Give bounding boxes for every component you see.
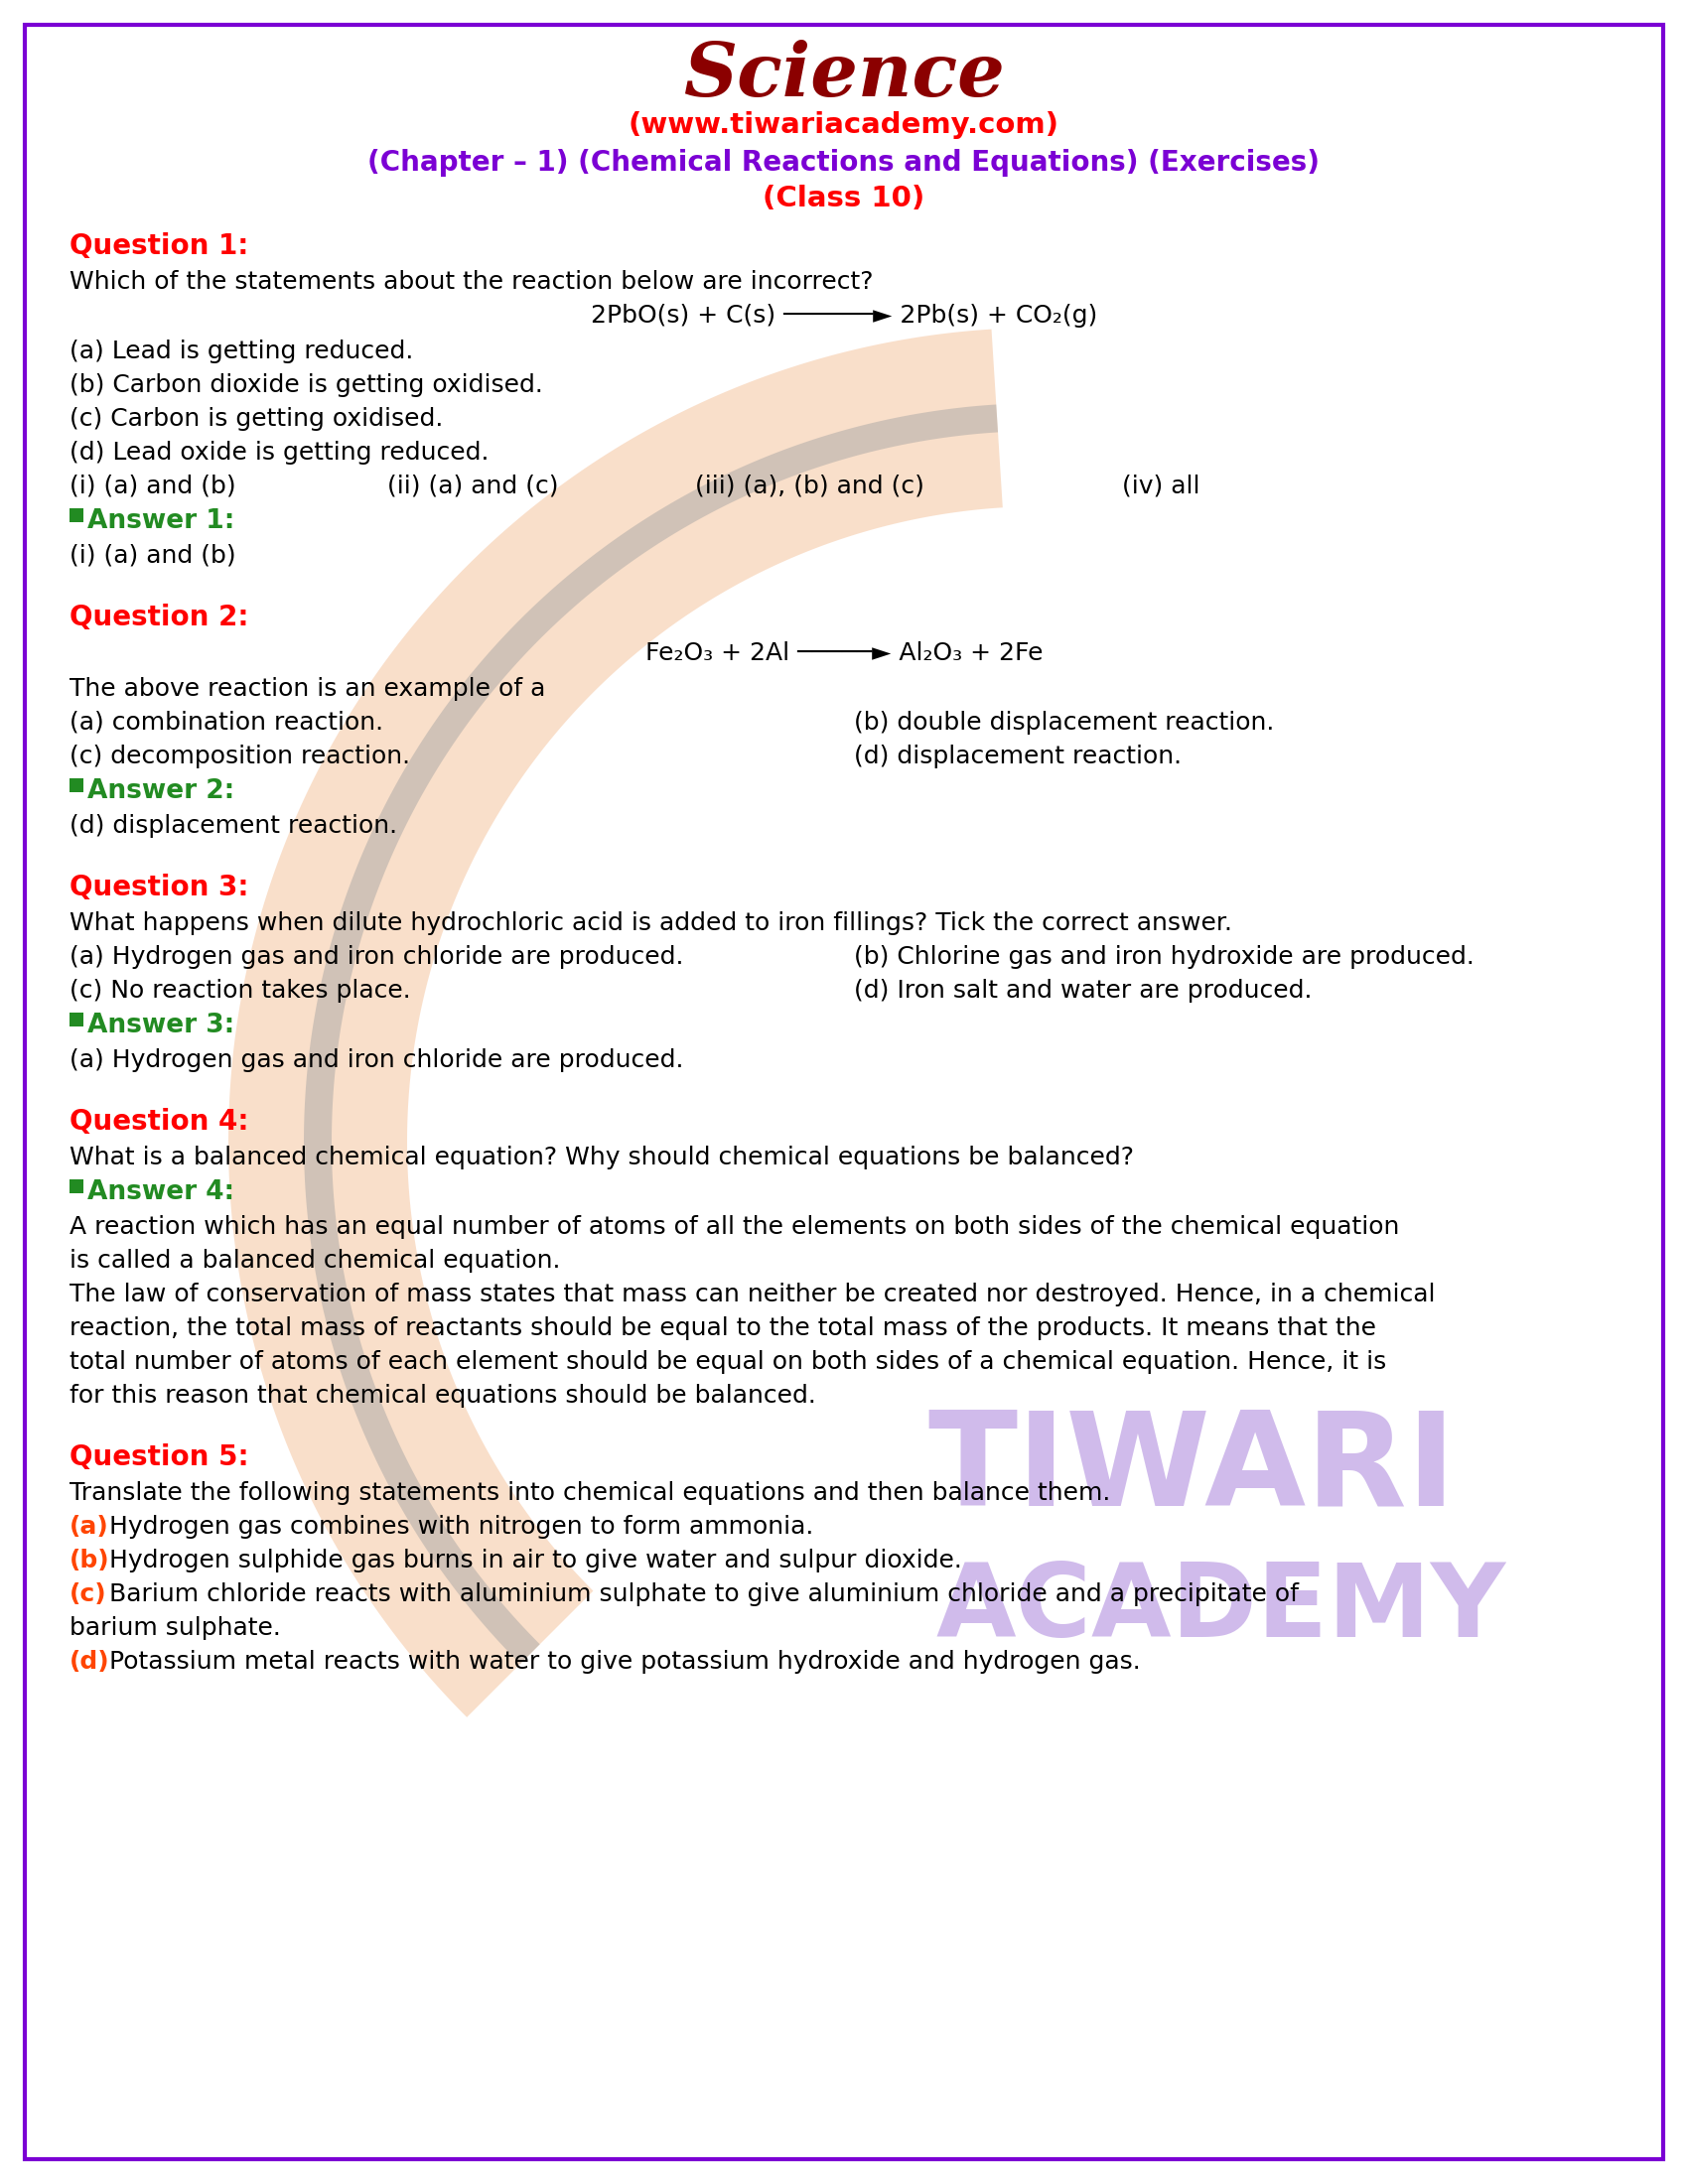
Text: (i) (a) and (b): (i) (a) and (b) (69, 474, 236, 498)
Text: (iv) all: (iv) all (1123, 474, 1200, 498)
Text: Fe₂O₃ + 2Al ─────► Al₂O₃ + 2Fe: Fe₂O₃ + 2Al ─────► Al₂O₃ + 2Fe (645, 642, 1043, 666)
Text: Question 3:: Question 3: (69, 874, 248, 902)
Text: (Chapter – 1) (Chemical Reactions and Equations) (Exercises): (Chapter – 1) (Chemical Reactions and Eq… (368, 149, 1320, 177)
Text: A reaction which has an equal number of atoms of all the elements on both sides : A reaction which has an equal number of … (69, 1214, 1399, 1238)
Text: reaction, the total mass of reactants should be equal to the total mass of the p: reaction, the total mass of reactants sh… (69, 1317, 1376, 1341)
Text: Which of the statements about the reaction below are incorrect?: Which of the statements about the reacti… (69, 271, 873, 295)
Text: is called a balanced chemical equation.: is called a balanced chemical equation. (69, 1249, 560, 1273)
Text: TIWARI: TIWARI (927, 1406, 1455, 1533)
Polygon shape (228, 330, 1003, 1717)
Text: Science: Science (684, 39, 1004, 111)
Text: (c) Carbon is getting oxidised.: (c) Carbon is getting oxidised. (69, 406, 444, 430)
Text: (a): (a) (69, 1516, 110, 1540)
Text: (iii) (a), (b) and (c): (iii) (a), (b) and (c) (695, 474, 925, 498)
Text: (a) Lead is getting reduced.: (a) Lead is getting reduced. (69, 339, 414, 363)
Text: Answer 2:: Answer 2: (88, 778, 235, 804)
Text: Translate the following statements into chemical equations and then balance them: Translate the following statements into … (69, 1481, 1111, 1505)
Text: (a) Hydrogen gas and iron chloride are produced.: (a) Hydrogen gas and iron chloride are p… (69, 946, 684, 970)
Text: (d) Lead oxide is getting reduced.: (d) Lead oxide is getting reduced. (69, 441, 490, 465)
FancyBboxPatch shape (69, 778, 83, 793)
Text: (i) (a) and (b): (i) (a) and (b) (69, 544, 236, 568)
Text: What is a balanced chemical equation? Why should chemical equations be balanced?: What is a balanced chemical equation? Wh… (69, 1147, 1134, 1168)
Text: (b) Chlorine gas and iron hydroxide are produced.: (b) Chlorine gas and iron hydroxide are … (854, 946, 1474, 970)
Polygon shape (304, 404, 998, 1664)
Text: Hydrogen sulphide gas burns in air to give water and sulpur dioxide.: Hydrogen sulphide gas burns in air to gi… (101, 1548, 962, 1572)
Text: (b) Carbon dioxide is getting oxidised.: (b) Carbon dioxide is getting oxidised. (69, 373, 544, 397)
FancyBboxPatch shape (69, 1179, 83, 1192)
Text: (d) Iron salt and water are produced.: (d) Iron salt and water are produced. (854, 978, 1312, 1002)
Text: (c): (c) (69, 1583, 106, 1605)
Text: Question 4:: Question 4: (69, 1107, 248, 1136)
Text: Question 5:: Question 5: (69, 1444, 248, 1472)
Text: (a) Hydrogen gas and iron chloride are produced.: (a) Hydrogen gas and iron chloride are p… (69, 1048, 684, 1072)
Text: The law of conservation of mass states that mass can neither be created nor dest: The law of conservation of mass states t… (69, 1282, 1435, 1306)
FancyBboxPatch shape (69, 509, 83, 522)
Text: (www.tiwariacademy.com): (www.tiwariacademy.com) (628, 111, 1060, 140)
Text: (b) double displacement reaction.: (b) double displacement reaction. (854, 710, 1274, 734)
Text: What happens when dilute hydrochloric acid is added to iron fillings? Tick the c: What happens when dilute hydrochloric ac… (69, 911, 1232, 935)
Text: The above reaction is an example of a: The above reaction is an example of a (69, 677, 545, 701)
Text: Question 2:: Question 2: (69, 603, 248, 631)
Text: 2PbO(s) + C(s) ──────► 2Pb(s) + CO₂(g): 2PbO(s) + C(s) ──────► 2Pb(s) + CO₂(g) (591, 304, 1097, 328)
Text: ACADEMY: ACADEMY (937, 1557, 1506, 1658)
Text: (d) displacement reaction.: (d) displacement reaction. (69, 815, 397, 839)
Text: barium sulphate.: barium sulphate. (69, 1616, 280, 1640)
Text: (d) displacement reaction.: (d) displacement reaction. (854, 745, 1182, 769)
Text: Answer 4:: Answer 4: (88, 1179, 235, 1206)
Text: (ii) (a) and (c): (ii) (a) and (c) (387, 474, 559, 498)
Text: (c) No reaction takes place.: (c) No reaction takes place. (69, 978, 410, 1002)
Text: Barium chloride reacts with aluminium sulphate to give aluminium chloride and a : Barium chloride reacts with aluminium su… (101, 1583, 1300, 1605)
FancyBboxPatch shape (69, 1013, 83, 1026)
Text: for this reason that chemical equations should be balanced.: for this reason that chemical equations … (69, 1385, 815, 1409)
Text: (d): (d) (69, 1649, 110, 1673)
Text: (c) decomposition reaction.: (c) decomposition reaction. (69, 745, 410, 769)
Text: (Class 10): (Class 10) (763, 186, 925, 212)
Text: (a) combination reaction.: (a) combination reaction. (69, 710, 383, 734)
Text: Answer 1:: Answer 1: (88, 509, 235, 535)
Text: Answer 3:: Answer 3: (88, 1013, 235, 1037)
Text: Question 1:: Question 1: (69, 232, 248, 260)
Text: Potassium metal reacts with water to give potassium hydroxide and hydrogen gas.: Potassium metal reacts with water to giv… (101, 1649, 1141, 1673)
Text: (b): (b) (69, 1548, 110, 1572)
Text: Hydrogen gas combines with nitrogen to form ammonia.: Hydrogen gas combines with nitrogen to f… (101, 1516, 814, 1540)
Text: total number of atoms of each element should be equal on both sides of a chemica: total number of atoms of each element sh… (69, 1350, 1386, 1374)
